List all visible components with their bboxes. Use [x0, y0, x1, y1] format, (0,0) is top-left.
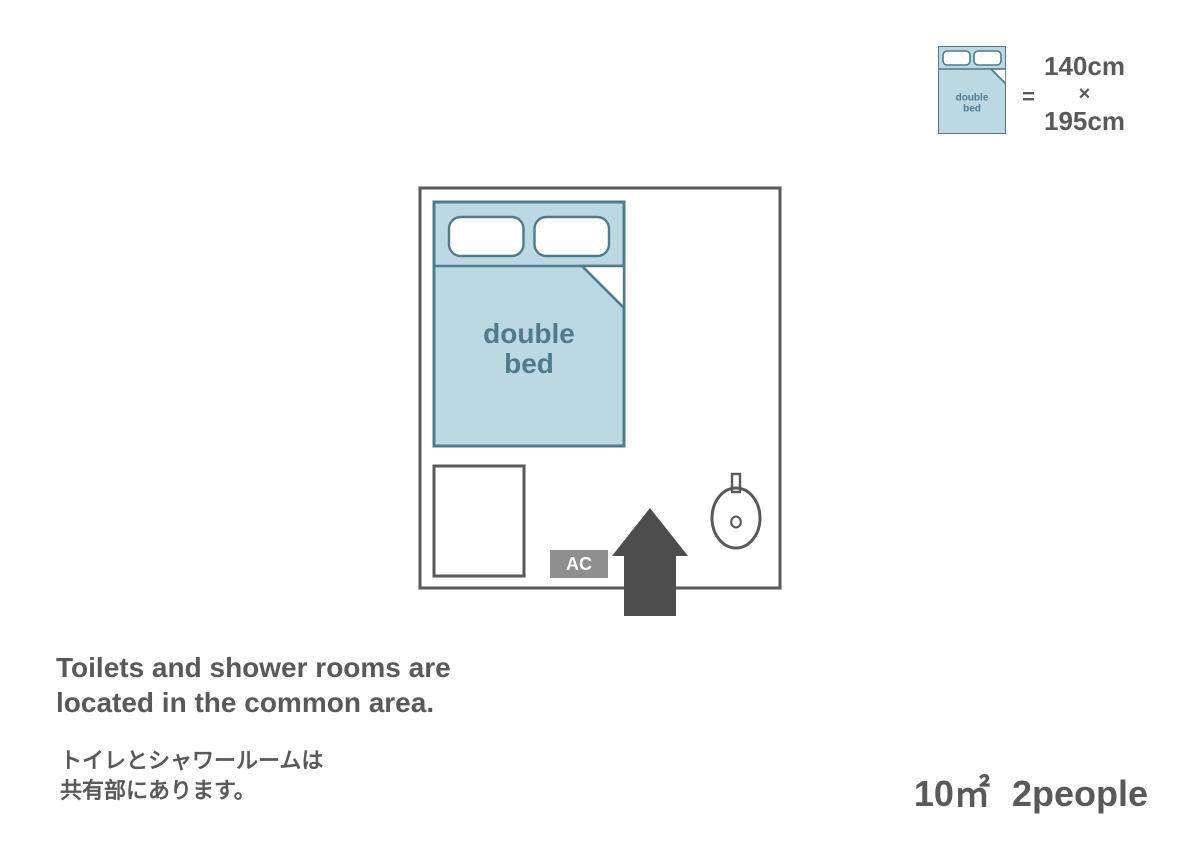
svg-text:bed: bed	[963, 104, 981, 115]
note-jp-line1: トイレとシャワールームは	[60, 748, 323, 773]
bed-label: double bed	[434, 319, 624, 378]
note-en-line1: Toilets and shower rooms are	[56, 652, 451, 683]
legend: doublebed = 140cm × 195cm	[938, 46, 1188, 141]
people-count: 2people	[1012, 773, 1148, 815]
area-value: 10	[914, 773, 954, 815]
floorplan-canvas: doublebed = 140cm × 195cm double bed AC …	[0, 0, 1200, 849]
room-svg	[420, 188, 820, 628]
bed-label-line2: bed	[504, 348, 554, 379]
capacity: 10 ㎡ 2people	[914, 765, 1148, 817]
room-floorplan: double bed AC	[420, 188, 820, 628]
note-en-line2: located in the common area.	[56, 687, 434, 718]
legend-width: 140cm	[1044, 52, 1125, 81]
legend-bed-icon: doublebed	[938, 46, 1006, 134]
ac-unit: AC	[550, 550, 608, 578]
area-unit-glyph: ㎡	[954, 773, 990, 814]
note-english: Toilets and shower rooms are located in …	[56, 650, 451, 720]
ac-label: AC	[566, 554, 592, 574]
note-japanese: トイレとシャワールームは 共有部にあります。	[60, 746, 323, 805]
svg-text:double: double	[956, 93, 989, 104]
note-jp-line2: 共有部にあります。	[60, 778, 256, 803]
legend-height: 195cm	[1044, 107, 1125, 136]
area-unit: ㎡	[954, 765, 990, 817]
room-area: 10 ㎡	[914, 765, 990, 817]
legend-equals: =	[1022, 84, 1035, 110]
bed-label-line1: double	[483, 318, 575, 349]
legend-times: ×	[1044, 83, 1125, 105]
legend-dimensions: 140cm × 195cm	[1044, 52, 1125, 135]
